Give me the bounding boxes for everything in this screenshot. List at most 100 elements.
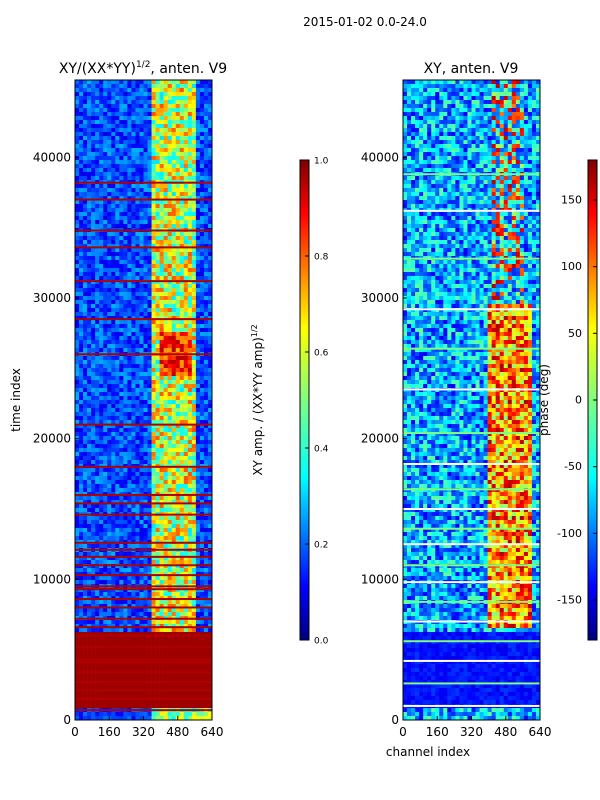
- heatmap-cell: [159, 192, 164, 197]
- heatmap-cell: [103, 496, 108, 501]
- heatmap-cell: [175, 84, 181, 89]
- heatmap-cell: [103, 284, 108, 289]
- heatmap-cell: [111, 612, 116, 617]
- heatmap-cell: [183, 200, 189, 205]
- heatmap-cell: [143, 612, 148, 617]
- heatmap-cell: [175, 132, 181, 137]
- heatmap-cell: [119, 484, 124, 489]
- heatmap-cell: [147, 300, 152, 305]
- heatmap-cell: [179, 196, 185, 201]
- heatmap-cell: [207, 188, 212, 193]
- heatmap-cell: [139, 164, 144, 169]
- heatmap-cell: [203, 216, 209, 221]
- heatmap-cell: [111, 88, 116, 93]
- heatmap-cell: [87, 404, 92, 409]
- heatmap-cell: [95, 552, 100, 557]
- heatmap-cell: [191, 156, 197, 161]
- heatmap-cell: [155, 120, 160, 125]
- heatmap-cell: [187, 280, 193, 285]
- heatmap-cell: [195, 128, 201, 133]
- heatmap-cell: [95, 280, 100, 285]
- heatmap-cell: [159, 552, 164, 557]
- heatmap-cell: [83, 608, 88, 613]
- heatmap-cell: [131, 380, 136, 385]
- heatmap-cell: [147, 360, 152, 365]
- heatmap-cell: [191, 612, 197, 617]
- heatmap-cell: [111, 432, 116, 437]
- heatmap-cell: [95, 192, 100, 197]
- heatmap-cell: [187, 608, 193, 613]
- heatmap-cell: [199, 412, 205, 417]
- heatmap-cell: [139, 96, 144, 101]
- heatmap-cell: [135, 356, 140, 361]
- heatmap-cell: [167, 236, 173, 241]
- heatmap-cell: [115, 344, 120, 349]
- heatmap-cell: [155, 304, 160, 309]
- heatmap-cell: [191, 600, 197, 605]
- heatmap-cell: [135, 312, 140, 317]
- heatmap-cell: [99, 544, 104, 549]
- heatmap-cell: [155, 648, 160, 653]
- heatmap-cell: [111, 232, 116, 237]
- heatmap-cell: [187, 416, 193, 421]
- heatmap-cell: [83, 284, 88, 289]
- heatmap-cell: [155, 468, 160, 473]
- heatmap-cell: [143, 284, 148, 289]
- heatmap-cell: [111, 452, 116, 457]
- heatmap-cell: [199, 420, 205, 425]
- heatmap-cell: [175, 320, 181, 325]
- heatmap-cell: [123, 240, 128, 245]
- heatmap-cell: [139, 528, 144, 533]
- heatmap-cell: [79, 580, 84, 585]
- heatmap-cell: [155, 132, 160, 137]
- heatmap-cell: [187, 256, 193, 261]
- heatmap-cell: [123, 496, 128, 501]
- heatmap-cell: [79, 272, 84, 277]
- heatmap-cell: [87, 264, 92, 269]
- heatmap-cell: [203, 264, 209, 269]
- heatmap-cell: [127, 156, 132, 161]
- heatmap-cell: [139, 236, 144, 241]
- heatmap-cell: [139, 372, 144, 377]
- heatmap-cell: [107, 112, 112, 117]
- heatmap-cell: [83, 324, 88, 329]
- heatmap-cell: [87, 208, 92, 213]
- heatmap-cell: [135, 500, 140, 505]
- heatmap-cell: [79, 120, 84, 125]
- heatmap-cell: [83, 332, 88, 337]
- heatmap-cell: [143, 192, 148, 197]
- heatmap-cell: [151, 248, 156, 253]
- heatmap-cell: [75, 452, 80, 457]
- heatmap-cell: [139, 160, 144, 165]
- heatmap-cell: [83, 120, 88, 125]
- heatmap-cell: [127, 560, 132, 565]
- heatmap-cell: [195, 328, 201, 333]
- heatmap-cell: [191, 296, 197, 301]
- heatmap-cell: [107, 176, 112, 181]
- heatmap-cell: [83, 272, 88, 277]
- heatmap-cell: [175, 252, 181, 257]
- heatmap-cell: [179, 580, 185, 585]
- heatmap-cell: [207, 244, 212, 249]
- heatmap-cell: [183, 504, 189, 509]
- heatmap-cell: [103, 160, 108, 165]
- heatmap-cell: [143, 336, 148, 341]
- heatmap-cell: [179, 136, 185, 141]
- heatmap-cell: [131, 508, 136, 513]
- heatmap-cell: [183, 288, 189, 293]
- heatmap-cell: [135, 624, 140, 629]
- heatmap-cell: [187, 168, 193, 173]
- heatmap-cell: [139, 332, 144, 337]
- heatmap-cell: [79, 276, 84, 281]
- heatmap-cell: [195, 88, 201, 93]
- heatmap-cell: [159, 380, 164, 385]
- heatmap-cell: [179, 260, 185, 265]
- heatmap-cell: [79, 320, 84, 325]
- heatmap-cell: [195, 632, 201, 637]
- heatmap-cell: [199, 612, 205, 617]
- heatmap-cell: [139, 520, 144, 525]
- heatmap-cell: [147, 368, 152, 373]
- heatmap-cell: [79, 104, 84, 109]
- heatmap-cell: [195, 612, 201, 617]
- heatmap-cell: [119, 604, 124, 609]
